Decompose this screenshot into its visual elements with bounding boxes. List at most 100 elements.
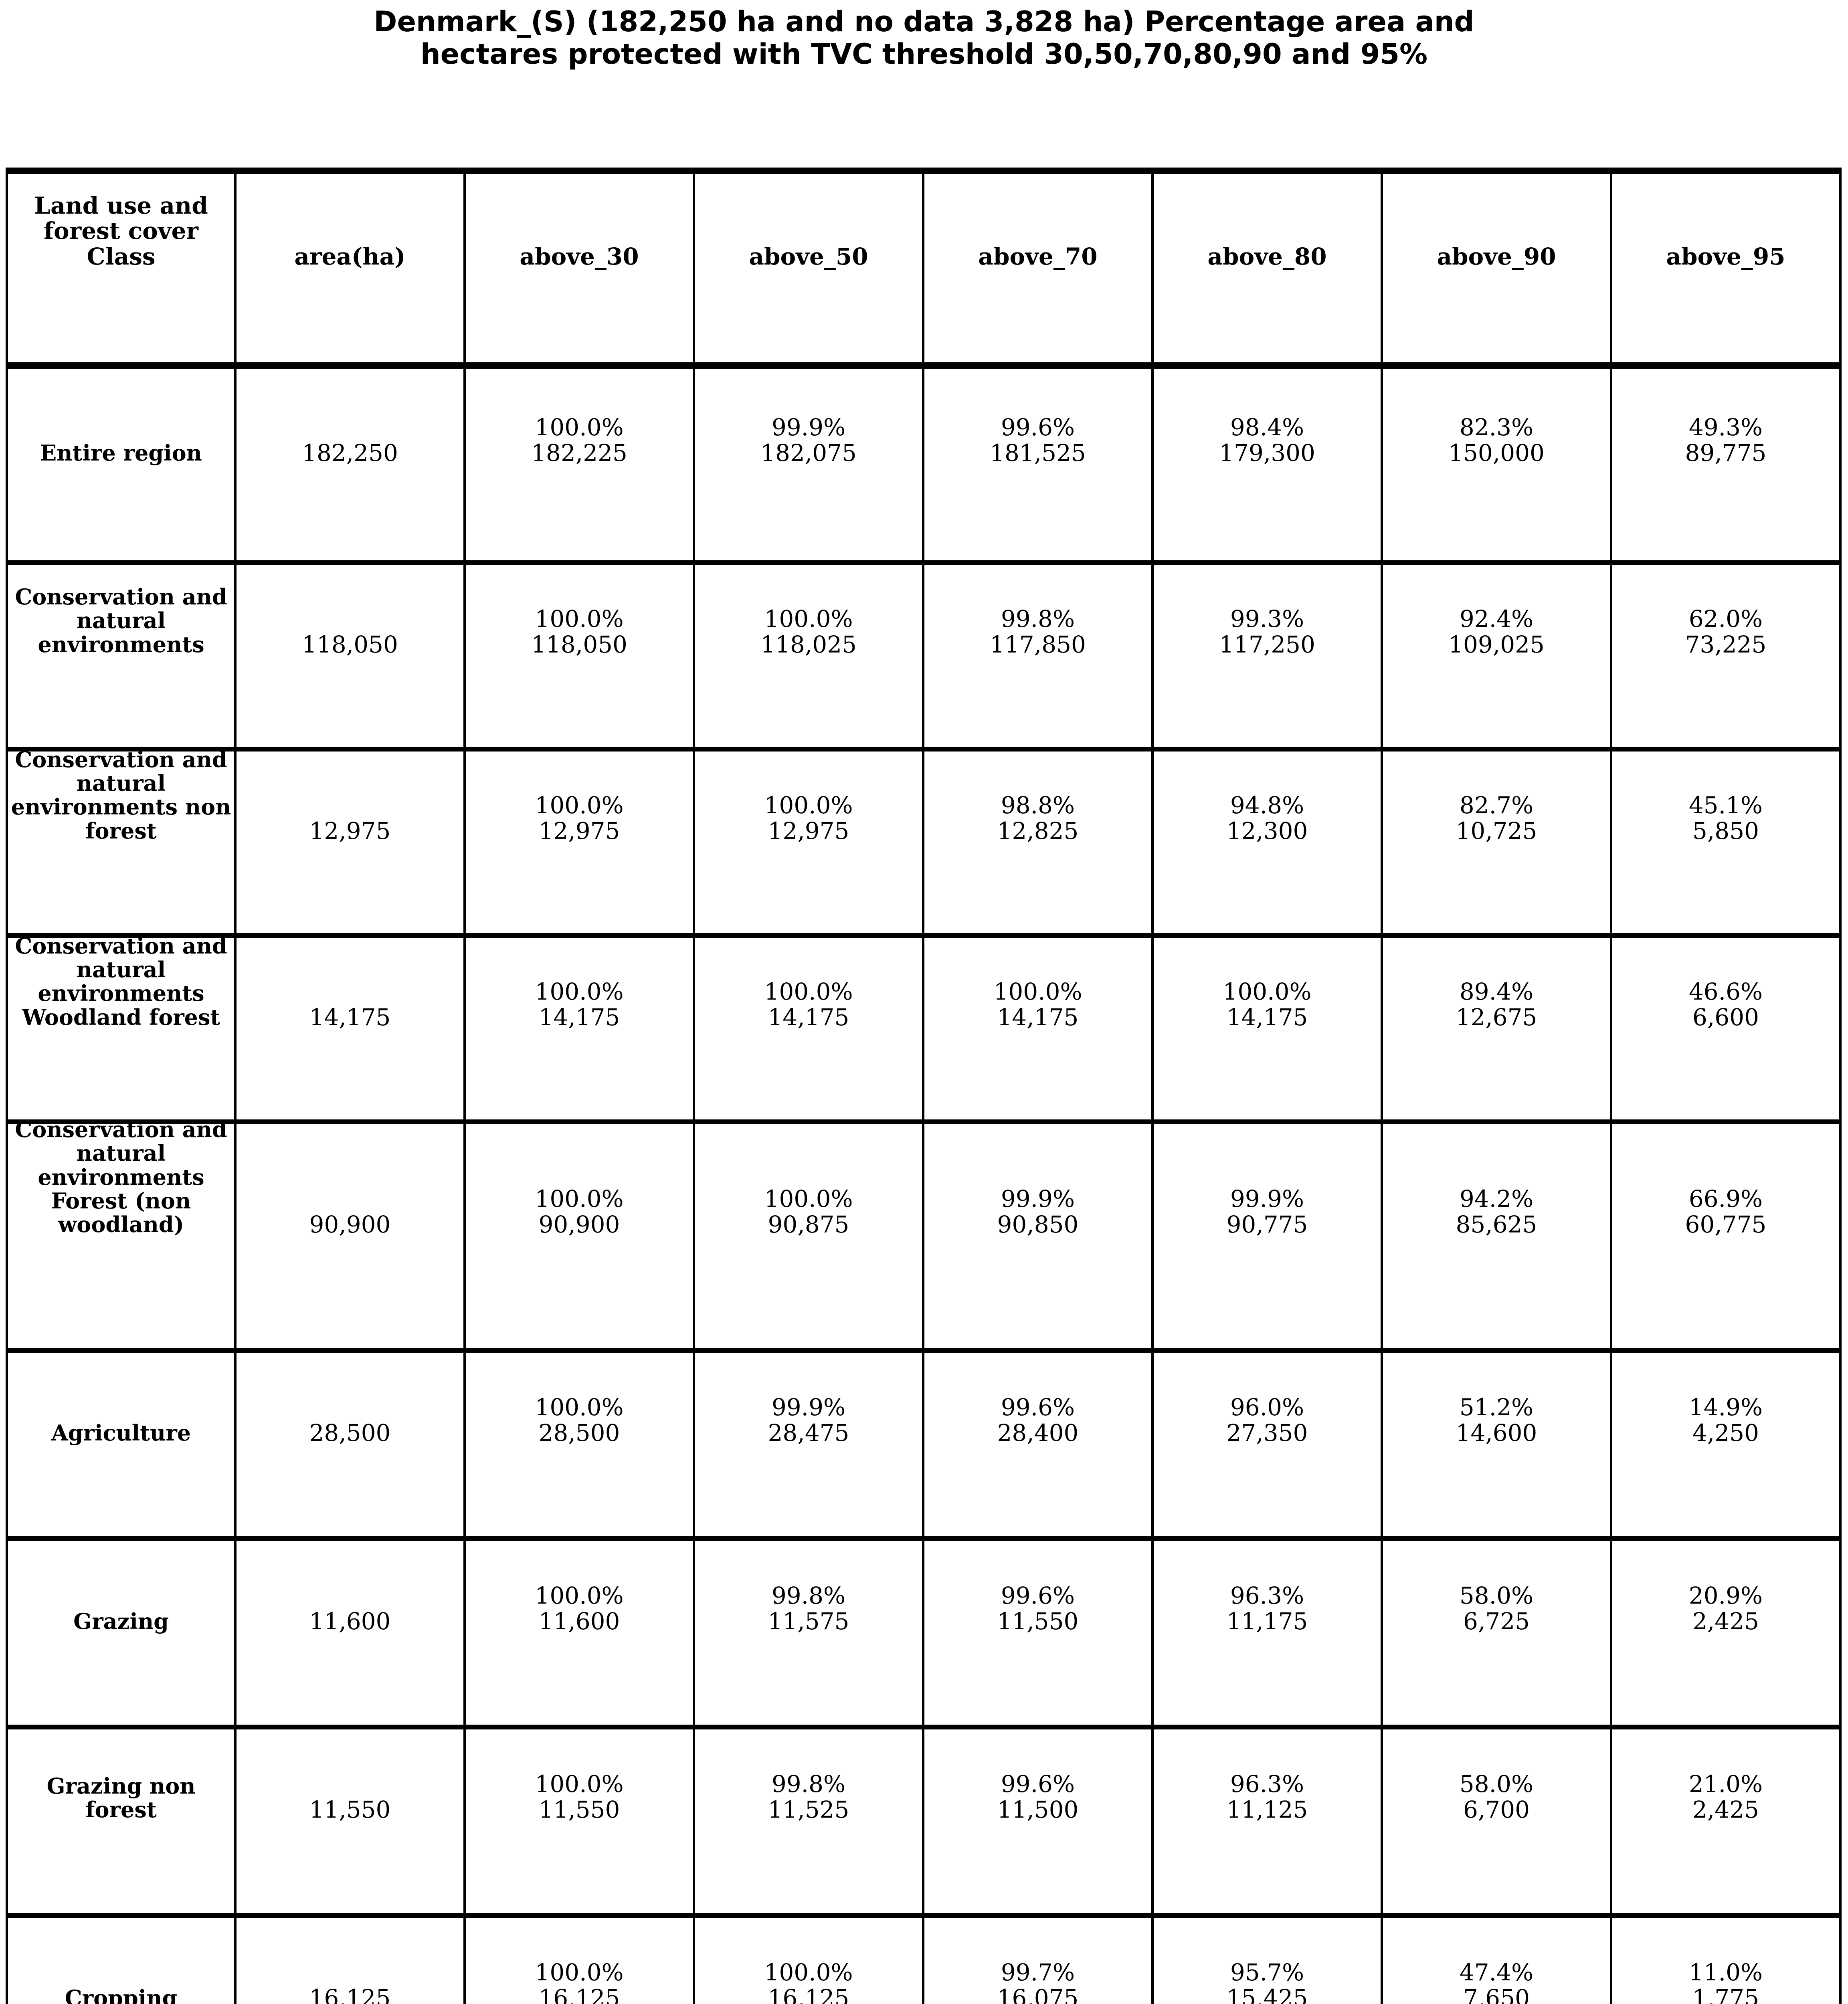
row-label-cell: Entire region	[8, 369, 237, 565]
threshold-text: 100.0% 11,550	[468, 1772, 690, 1823]
threshold-text: 99.3% 117,250	[1156, 606, 1378, 658]
threshold-text: 49.3% 89,775	[1615, 415, 1837, 466]
threshold-cell: 99.3% 117,250	[1154, 565, 1383, 752]
threshold-cell: 100.0% 90,875	[695, 1124, 924, 1353]
threshold-text: 89.4% 12,675	[1385, 979, 1607, 1030]
hectares-value: 16,075	[997, 1984, 1079, 2004]
hectares-value: 12,825	[997, 817, 1079, 844]
hectares-value: 2,425	[1692, 1608, 1759, 1635]
threshold-cell: 45.1% 5,850	[1612, 752, 1842, 938]
threshold-cell: 58.0% 6,700	[1383, 1729, 1612, 1918]
area-value: 12,975	[309, 817, 391, 844]
percent-value: 92.4%	[1459, 605, 1534, 632]
percent-value: 94.8%	[1230, 791, 1304, 819]
percent-value: 95.7%	[1230, 1959, 1304, 1986]
percent-value: 94.2%	[1459, 1185, 1534, 1213]
threshold-text: 66.9% 60,775	[1615, 1186, 1837, 1238]
threshold-cell: 11.0% 1,775	[1612, 1918, 1842, 2004]
threshold-cell: 100.0% 12,975	[466, 752, 695, 938]
percent-value: 100.0%	[764, 1959, 853, 1986]
row-label: Cropping	[65, 1985, 178, 2004]
hectares-value: 73,225	[1685, 630, 1767, 658]
hectares-value: 15,425	[1226, 1984, 1308, 2004]
hectares-value: 89,775	[1685, 439, 1767, 467]
hectares-value: 12,675	[1456, 1003, 1537, 1031]
threshold-cell: 62.0% 73,225	[1612, 565, 1842, 752]
percent-value: 21.0%	[1688, 1770, 1763, 1798]
threshold-cell: 98.8% 12,825	[924, 752, 1154, 938]
hectares-value: 6,700	[1463, 1796, 1530, 1824]
area-value: 11,600	[309, 1608, 391, 1635]
threshold-cell: 96.0% 27,350	[1154, 1353, 1383, 1541]
threshold-cell: 99.9% 90,850	[924, 1124, 1154, 1353]
threshold-cell: 100.0% 90,900	[466, 1124, 695, 1353]
hectares-value: 109,025	[1448, 630, 1545, 658]
col-header-text: above_70	[978, 243, 1098, 271]
threshold-cell: 89.4% 12,675	[1383, 938, 1612, 1124]
data-table: Land use and forest cover Class area(ha) a…	[6, 168, 1842, 2004]
hectares-value: 11,575	[768, 1608, 849, 1635]
hectares-value: 6,725	[1463, 1608, 1530, 1635]
row-label: Grazing	[73, 1608, 169, 1634]
hectares-value: 6,600	[1692, 1003, 1759, 1031]
hectares-value: 117,850	[990, 630, 1086, 658]
threshold-cell: 100.0% 28,500	[466, 1353, 695, 1541]
hectares-value: 10,725	[1456, 817, 1537, 844]
col-header-text: above_80	[1207, 243, 1327, 271]
hectares-value: 28,400	[997, 1419, 1079, 1447]
threshold-text: 100.0% 90,900	[468, 1186, 690, 1238]
percent-value: 45.1%	[1688, 791, 1763, 819]
threshold-cell: 94.8% 12,300	[1154, 752, 1383, 938]
threshold-text: 100.0% 16,125	[468, 1960, 690, 2004]
threshold-text: 99.9% 90,850	[927, 1186, 1149, 1238]
hectares-value: 11,550	[538, 1796, 620, 1824]
threshold-cell: 99.6% 11,550	[924, 1541, 1154, 1729]
threshold-text: 99.8% 117,850	[927, 606, 1149, 658]
threshold-cell: 100.0% 16,125	[466, 1918, 695, 2004]
threshold-cell: 99.6% 28,400	[924, 1353, 1154, 1541]
threshold-text: 45.1% 5,850	[1615, 791, 1837, 844]
percent-value: 51.2%	[1459, 1394, 1534, 1421]
percent-value: 100.0%	[535, 1770, 624, 1798]
row-label-cell: Conservation and natural environments	[8, 565, 237, 752]
hectares-value: 14,175	[1226, 1003, 1308, 1031]
threshold-text: 92.4% 109,025	[1385, 606, 1607, 658]
col-header-text: area(ha)	[294, 243, 406, 271]
threshold-text: 98.4% 179,300	[1156, 415, 1378, 466]
threshold-cell: 100.0% 118,025	[695, 565, 924, 752]
threshold-text: 98.8% 12,825	[927, 792, 1149, 844]
percent-value: 99.6%	[1001, 1770, 1075, 1798]
percent-value: 99.3%	[1230, 605, 1304, 632]
percent-value: 100.0%	[764, 1185, 853, 1213]
row-label: Entire region	[40, 440, 202, 466]
threshold-text: 46.6% 6,600	[1615, 979, 1837, 1030]
threshold-text: 82.7% 10,725	[1385, 792, 1607, 844]
threshold-text: 100.0% 14,175	[927, 979, 1149, 1030]
threshold-text: 96.3% 11,175	[1156, 1583, 1378, 1634]
percent-value: 100.0%	[535, 1185, 624, 1213]
threshold-cell: 100.0% 11,600	[466, 1541, 695, 1729]
row-label-cell: Agriculture	[8, 1353, 237, 1541]
hectares-value: 16,125	[768, 1984, 849, 2004]
threshold-cell: 99.9% 28,475	[695, 1353, 924, 1541]
row-label: Conservation and natural environments	[15, 584, 227, 657]
percent-value: 100.0%	[764, 791, 853, 819]
col-header-text: above_95	[1666, 243, 1785, 271]
col-header-0: Land use and forest cover Class	[8, 174, 237, 369]
threshold-cell: 82.7% 10,725	[1383, 752, 1612, 938]
percent-value: 62.0%	[1688, 605, 1763, 632]
threshold-cell: 99.6% 11,500	[924, 1729, 1154, 1918]
percent-value: 99.6%	[1001, 1582, 1075, 1610]
threshold-text: 96.3% 11,125	[1156, 1772, 1378, 1823]
threshold-cell: 100.0% 14,175	[695, 938, 924, 1124]
percent-value: 96.3%	[1230, 1770, 1304, 1798]
col-header-1: area(ha)	[237, 174, 466, 369]
hectares-value: 118,025	[760, 630, 857, 658]
hectares-value: 11,125	[1226, 1796, 1308, 1824]
percent-value: 99.9%	[1001, 1185, 1075, 1213]
threshold-text: 100.0% 14,175	[698, 979, 920, 1030]
percent-value: 99.9%	[1230, 1185, 1304, 1213]
area-value: 28,500	[309, 1419, 391, 1447]
hectares-value: 118,050	[531, 630, 627, 658]
row-label: Grazing non forest	[47, 1773, 196, 1823]
